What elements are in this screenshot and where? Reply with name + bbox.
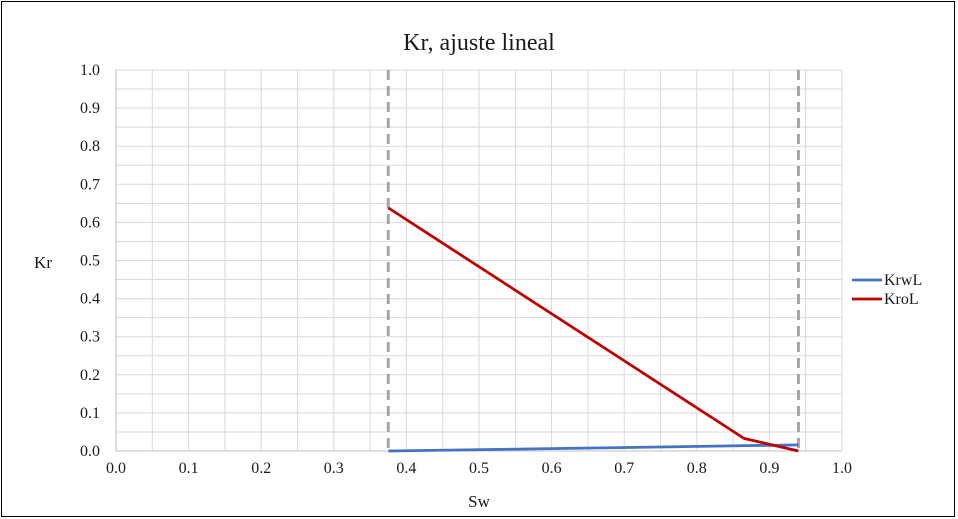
series-line-krwl xyxy=(388,443,799,453)
plot-area: 0.0 0.1 0.2 0.3 0.4 0.5 0.6 0.7 0.8 0.9 1.0 0.0 0.1 0… xyxy=(80,62,852,477)
x-tick-label: 1.0 xyxy=(832,460,852,477)
y-tick-label: 0.1 xyxy=(80,405,100,422)
y-tick-label: 1.0 xyxy=(80,62,100,79)
y-tick-label: 0.2 xyxy=(80,367,100,384)
y-tick-label: 0.9 xyxy=(80,100,100,117)
x-tick-label: 0.2 xyxy=(251,460,271,477)
x-tick-label: 0.7 xyxy=(614,460,634,477)
x-tick-label: 0.0 xyxy=(106,460,126,477)
x-tick-label: 0.9 xyxy=(759,460,779,477)
x-tick-label: 0.3 xyxy=(324,460,344,477)
chart-title: Kr, ajuste lineal xyxy=(403,30,555,56)
x-tick-label: 0.8 xyxy=(687,460,707,477)
x-tick-label: 0.5 xyxy=(469,460,489,477)
x-tick-label: 0.1 xyxy=(179,460,199,477)
y-axis-label: Kr xyxy=(34,253,52,272)
y-tick-label: 0.8 xyxy=(80,138,100,155)
y-tick-label: 0.6 xyxy=(80,214,100,231)
y-tick-label: 0.0 xyxy=(80,443,100,460)
x-axis-label: Sw xyxy=(468,492,490,511)
legend: KrwL KroL xyxy=(852,272,922,308)
y-tick-label: 0.3 xyxy=(80,329,100,346)
legend-label: KroL xyxy=(884,291,919,308)
series-line-krol xyxy=(387,206,799,453)
x-tick-label: 0.6 xyxy=(542,460,562,477)
legend-label: KrwL xyxy=(884,272,922,289)
y-tick-label: 0.7 xyxy=(80,176,100,193)
y-tick-label: 0.4 xyxy=(80,291,100,308)
x-tick-label: 0.4 xyxy=(396,460,416,477)
y-tick-label: 0.5 xyxy=(80,253,100,270)
